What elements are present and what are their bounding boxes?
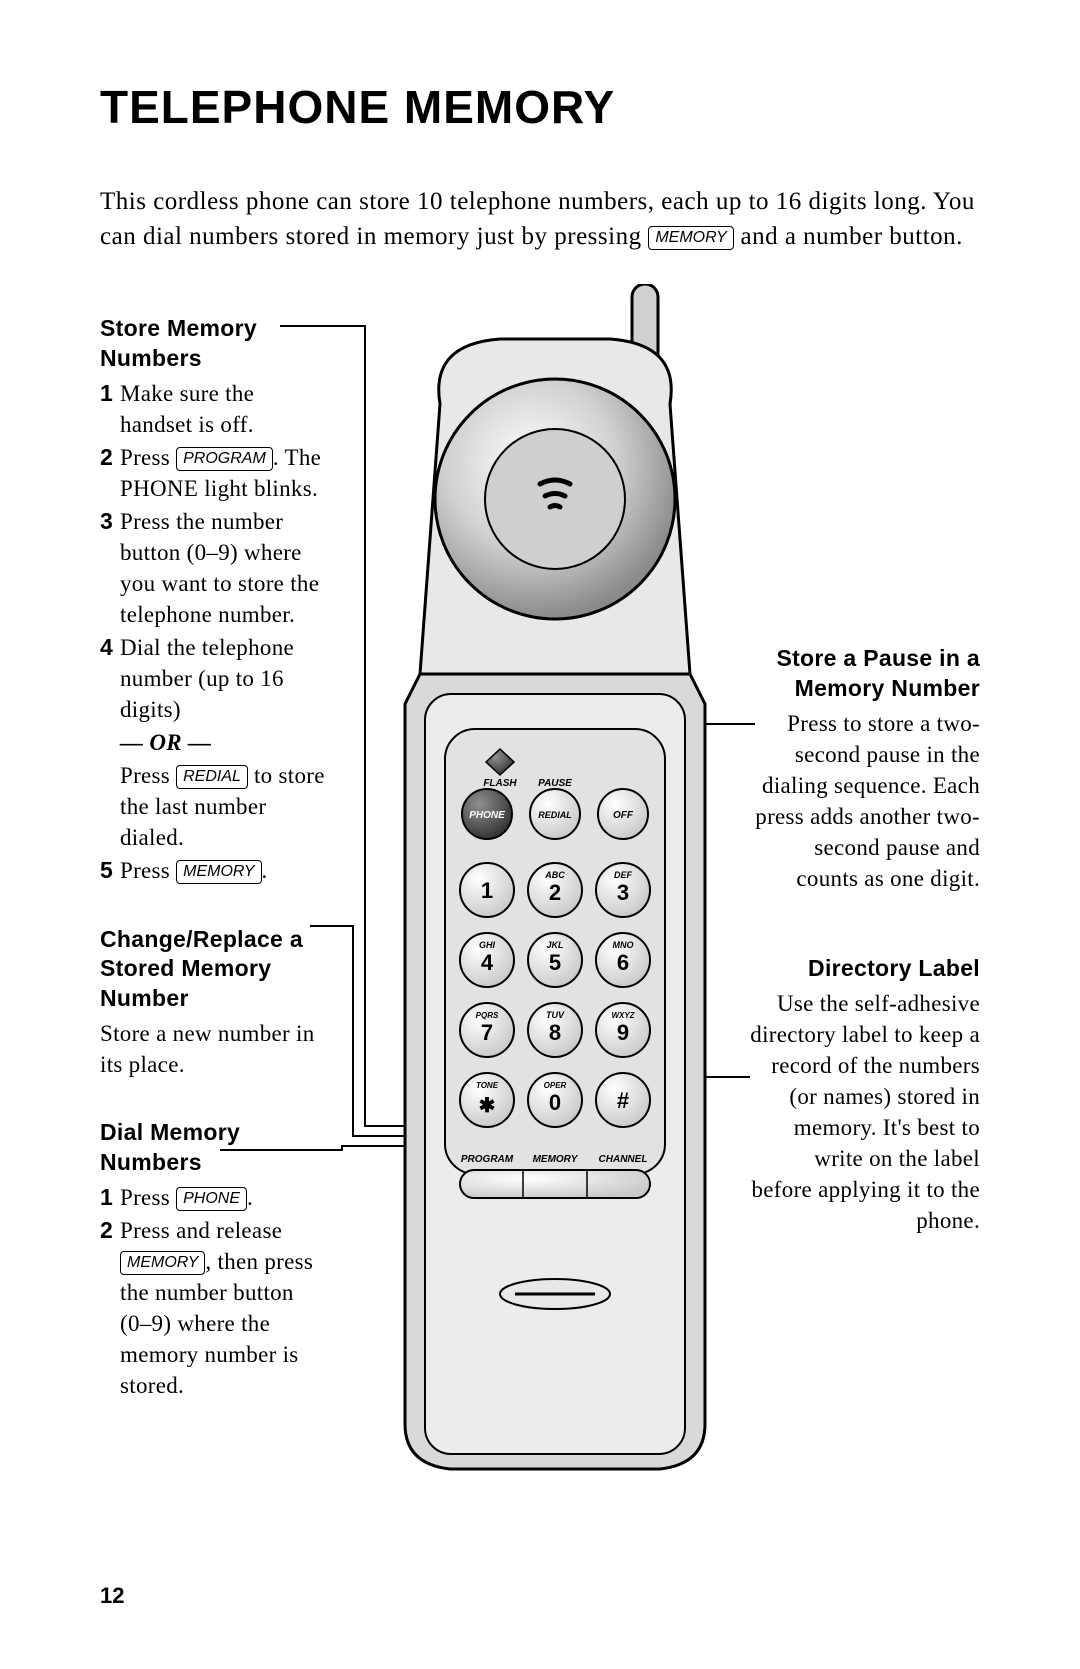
key-6-letters: MNO: [613, 940, 634, 950]
store-pause-heading: Store a Pause in a Memory Number: [750, 644, 980, 704]
key-0-letters: OPER: [544, 1081, 567, 1090]
text: Press: [120, 858, 176, 883]
step-number: 4: [100, 632, 120, 853]
store-pause-body: Press to store a two-second pause in the…: [750, 708, 980, 894]
store-step-2: Press PROGRAM. The PHONE light blinks.: [120, 442, 330, 504]
content-area: Store Memory Numbers 1Make sure the hand…: [100, 284, 980, 1564]
key-1: 1: [481, 878, 493, 903]
change-replace-heading: Change/Replace a Stored Memory Number: [100, 925, 330, 1015]
intro-paragraph: This cordless phone can store 10 telepho…: [100, 184, 980, 254]
key-9-letters: WXYZ: [611, 1011, 635, 1020]
phone-button-label: PHONE: [469, 810, 505, 821]
text: Press: [120, 763, 176, 788]
pause-label: PAUSE: [538, 778, 572, 789]
key-star: ✱: [479, 1095, 496, 1117]
off-button-label: OFF: [613, 810, 634, 821]
phone-illustration: FLASH PAUSE PHONE REDIAL OFF 1 ABC 2 DEF…: [370, 284, 740, 1514]
key-3: 3: [617, 880, 629, 905]
key-3-letters: DEF: [614, 870, 633, 880]
or-separator: — OR —: [120, 727, 330, 758]
text: Press: [120, 445, 176, 470]
change-replace-section: Change/Replace a Stored Memory Number St…: [100, 925, 330, 1081]
key-star-letters: TONE: [476, 1081, 499, 1090]
key-2-letters: ABC: [544, 870, 565, 880]
key-5-letters: JKL: [546, 940, 563, 950]
key-9: 9: [617, 1020, 629, 1045]
store-pause-section: Store a Pause in a Memory Number Press t…: [750, 644, 980, 894]
page-number: 12: [100, 1583, 124, 1609]
memory-keycap: MEMORY: [648, 226, 733, 250]
left-column: Store Memory Numbers 1Make sure the hand…: [100, 314, 330, 1439]
dial-memory-section: Dial Memory Numbers 1Press PHONE. 2Press…: [100, 1118, 330, 1401]
key-8-letters: TUV: [546, 1010, 565, 1020]
text: .: [247, 1185, 253, 1210]
page-title: TELEPHONE MEMORY: [100, 80, 980, 134]
key-7: 7: [481, 1020, 493, 1045]
intro-text-post: and a number button.: [734, 223, 963, 250]
key-5: 5: [549, 950, 561, 975]
directory-label-heading: Directory Label: [750, 954, 980, 984]
key-2: 2: [549, 880, 561, 905]
text: .: [262, 858, 268, 883]
store-step-5: Press MEMORY.: [120, 855, 330, 886]
key-6: 6: [617, 950, 629, 975]
directory-label-section: Directory Label Use the self-adhesive di…: [750, 954, 980, 1236]
text: Dial the telephone number (up to 16 digi…: [120, 635, 294, 722]
text: Press: [120, 1185, 176, 1210]
dial-memory-heading: Dial Memory Numbers: [100, 1118, 330, 1178]
text: Press and release: [120, 1218, 282, 1243]
memory-label: MEMORY: [533, 1154, 579, 1165]
memory-keycap: MEMORY: [120, 1251, 205, 1275]
right-column: Store a Pause in a Memory Number Press t…: [750, 644, 980, 1274]
key-4-letters: GHI: [479, 940, 496, 950]
redial-button-label: REDIAL: [538, 810, 572, 820]
key-8: 8: [549, 1020, 561, 1045]
key-0: 0: [549, 1090, 561, 1115]
key-7-letters: PQRS: [476, 1011, 499, 1020]
store-step-4: Dial the telephone number (up to 16 digi…: [120, 632, 330, 853]
dial-step-2: Press and release MEMORY, then press the…: [120, 1215, 330, 1401]
channel-label: CHANNEL: [599, 1154, 648, 1165]
step-number: 3: [100, 506, 120, 630]
step-number: 1: [100, 1182, 120, 1213]
key-4: 4: [481, 950, 494, 975]
step-number: 2: [100, 1215, 120, 1401]
redial-keycap: REDIAL: [176, 765, 248, 789]
store-memory-section: Store Memory Numbers 1Make sure the hand…: [100, 314, 330, 887]
store-step-1: Make sure the handset is off.: [120, 378, 330, 440]
phone-keycap: PHONE: [176, 1187, 247, 1211]
program-label: PROGRAM: [461, 1154, 514, 1165]
step-number: 5: [100, 855, 120, 886]
store-step-3: Press the number button (0–9) where you …: [120, 506, 330, 630]
rocker-button-icon: [460, 1170, 650, 1198]
store-memory-heading: Store Memory Numbers: [100, 314, 330, 374]
memory-keycap: MEMORY: [176, 860, 261, 884]
step-number: 2: [100, 442, 120, 504]
directory-label-body: Use the self-adhesive directory label to…: [750, 988, 980, 1236]
dial-step-1: Press PHONE.: [120, 1182, 330, 1213]
program-keycap: PROGRAM: [176, 447, 273, 471]
flash-label: FLASH: [483, 778, 517, 789]
key-hash: #: [617, 1088, 629, 1113]
step-number: 1: [100, 378, 120, 440]
change-replace-body: Store a new number in its place.: [100, 1018, 330, 1080]
